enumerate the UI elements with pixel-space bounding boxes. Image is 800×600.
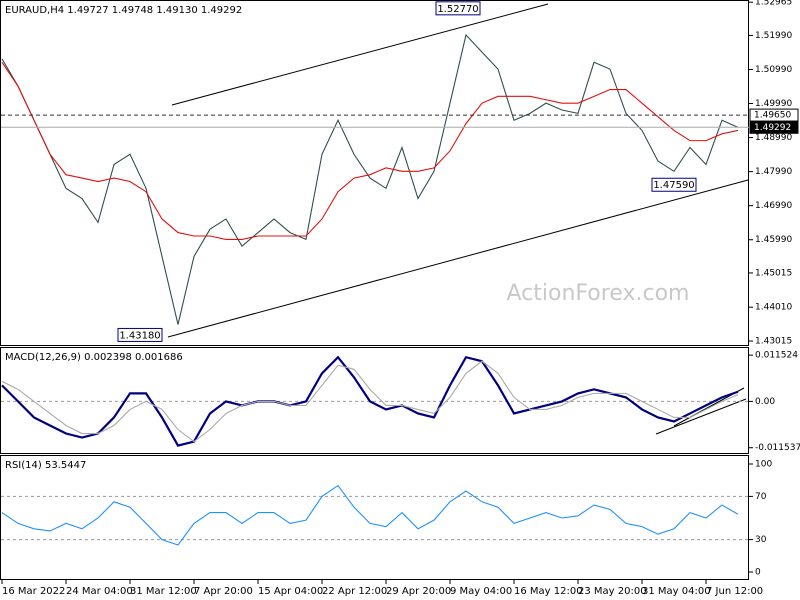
x-tick-label: 9 May 04:00 (450, 586, 512, 597)
y-tick-label: 1.52965 (755, 0, 792, 8)
y-tick-label: 1.46990 (755, 201, 792, 211)
macd-panel (0, 347, 749, 454)
y-tick-label: 30 (755, 535, 767, 545)
annotation-label: 1.52770 (437, 4, 478, 15)
y-tick-label: 1.50990 (755, 65, 792, 75)
panel-title: EURAUD,H4 1.49727 1.49748 1.49130 1.4929… (5, 5, 242, 16)
y-tick-label: 100 (755, 459, 772, 469)
y-tick-label: 1.51990 (755, 31, 792, 41)
panel-title: MACD(12,26,9) 0.002398 0.001686 (5, 352, 183, 363)
y-tick-label: 1.43015 (755, 337, 792, 347)
series-line (1, 61, 739, 240)
x-tick-label: 24 Mar 04:00 (66, 586, 133, 597)
series-line (1, 484, 739, 546)
price-label-box (749, 120, 799, 134)
x-tick-label: 7 Apr 20:00 (194, 586, 253, 597)
annotation-label: 1.43180 (119, 330, 160, 341)
series-line (1, 355, 739, 447)
y-tick-label: 1.48990 (755, 133, 792, 143)
y-tick-label: 1.49990 (755, 99, 792, 109)
x-tick-label: 23 May 20:00 (578, 586, 647, 597)
y-tick-label: 0 (755, 568, 761, 578)
price-label: 1.49292 (754, 123, 791, 133)
annotation-box (117, 327, 163, 342)
y-tick-label: 1.44010 (755, 303, 792, 313)
annotation-box (651, 177, 697, 192)
rsi-panel (0, 455, 749, 580)
price-label: 1.49650 (754, 111, 791, 121)
price-panel (0, 0, 749, 346)
channel-line (167, 179, 749, 338)
panel-title: RSI(14) 53.5447 (5, 460, 86, 471)
x-tick-label: 31 May 04:00 (642, 586, 711, 597)
y-tick-label: 70 (755, 492, 767, 502)
y-tick-label: 1.47990 (755, 167, 792, 177)
x-tick-label: 29 Apr 20:00 (386, 586, 451, 597)
x-tick-label: 31 Mar 12:00 (130, 586, 197, 597)
y-tick-label: -0.011537 (755, 443, 800, 453)
series-line (1, 360, 739, 443)
annotation-box (435, 1, 481, 16)
x-tick-label: 15 Apr 04:00 (258, 586, 323, 597)
annotation-label: 1.47590 (653, 180, 694, 191)
x-tick-label: 16 Mar 2022 (2, 586, 65, 597)
trend-line (655, 398, 747, 435)
x-tick-label: 22 Apr 12:00 (322, 586, 387, 597)
y-tick-label: 1.45015 (755, 268, 792, 278)
channel-line (171, 3, 549, 106)
y-tick-label: 1.45990 (755, 235, 792, 245)
x-tick-label: 16 May 12:00 (514, 586, 583, 597)
y-tick-label: 0.011524 (755, 351, 798, 361)
x-tick-label: 7 Jun 12:00 (706, 586, 763, 597)
watermark: ActionForex.com (507, 281, 690, 306)
series-line (1, 33, 739, 325)
y-tick-label: 0.00 (755, 397, 775, 407)
